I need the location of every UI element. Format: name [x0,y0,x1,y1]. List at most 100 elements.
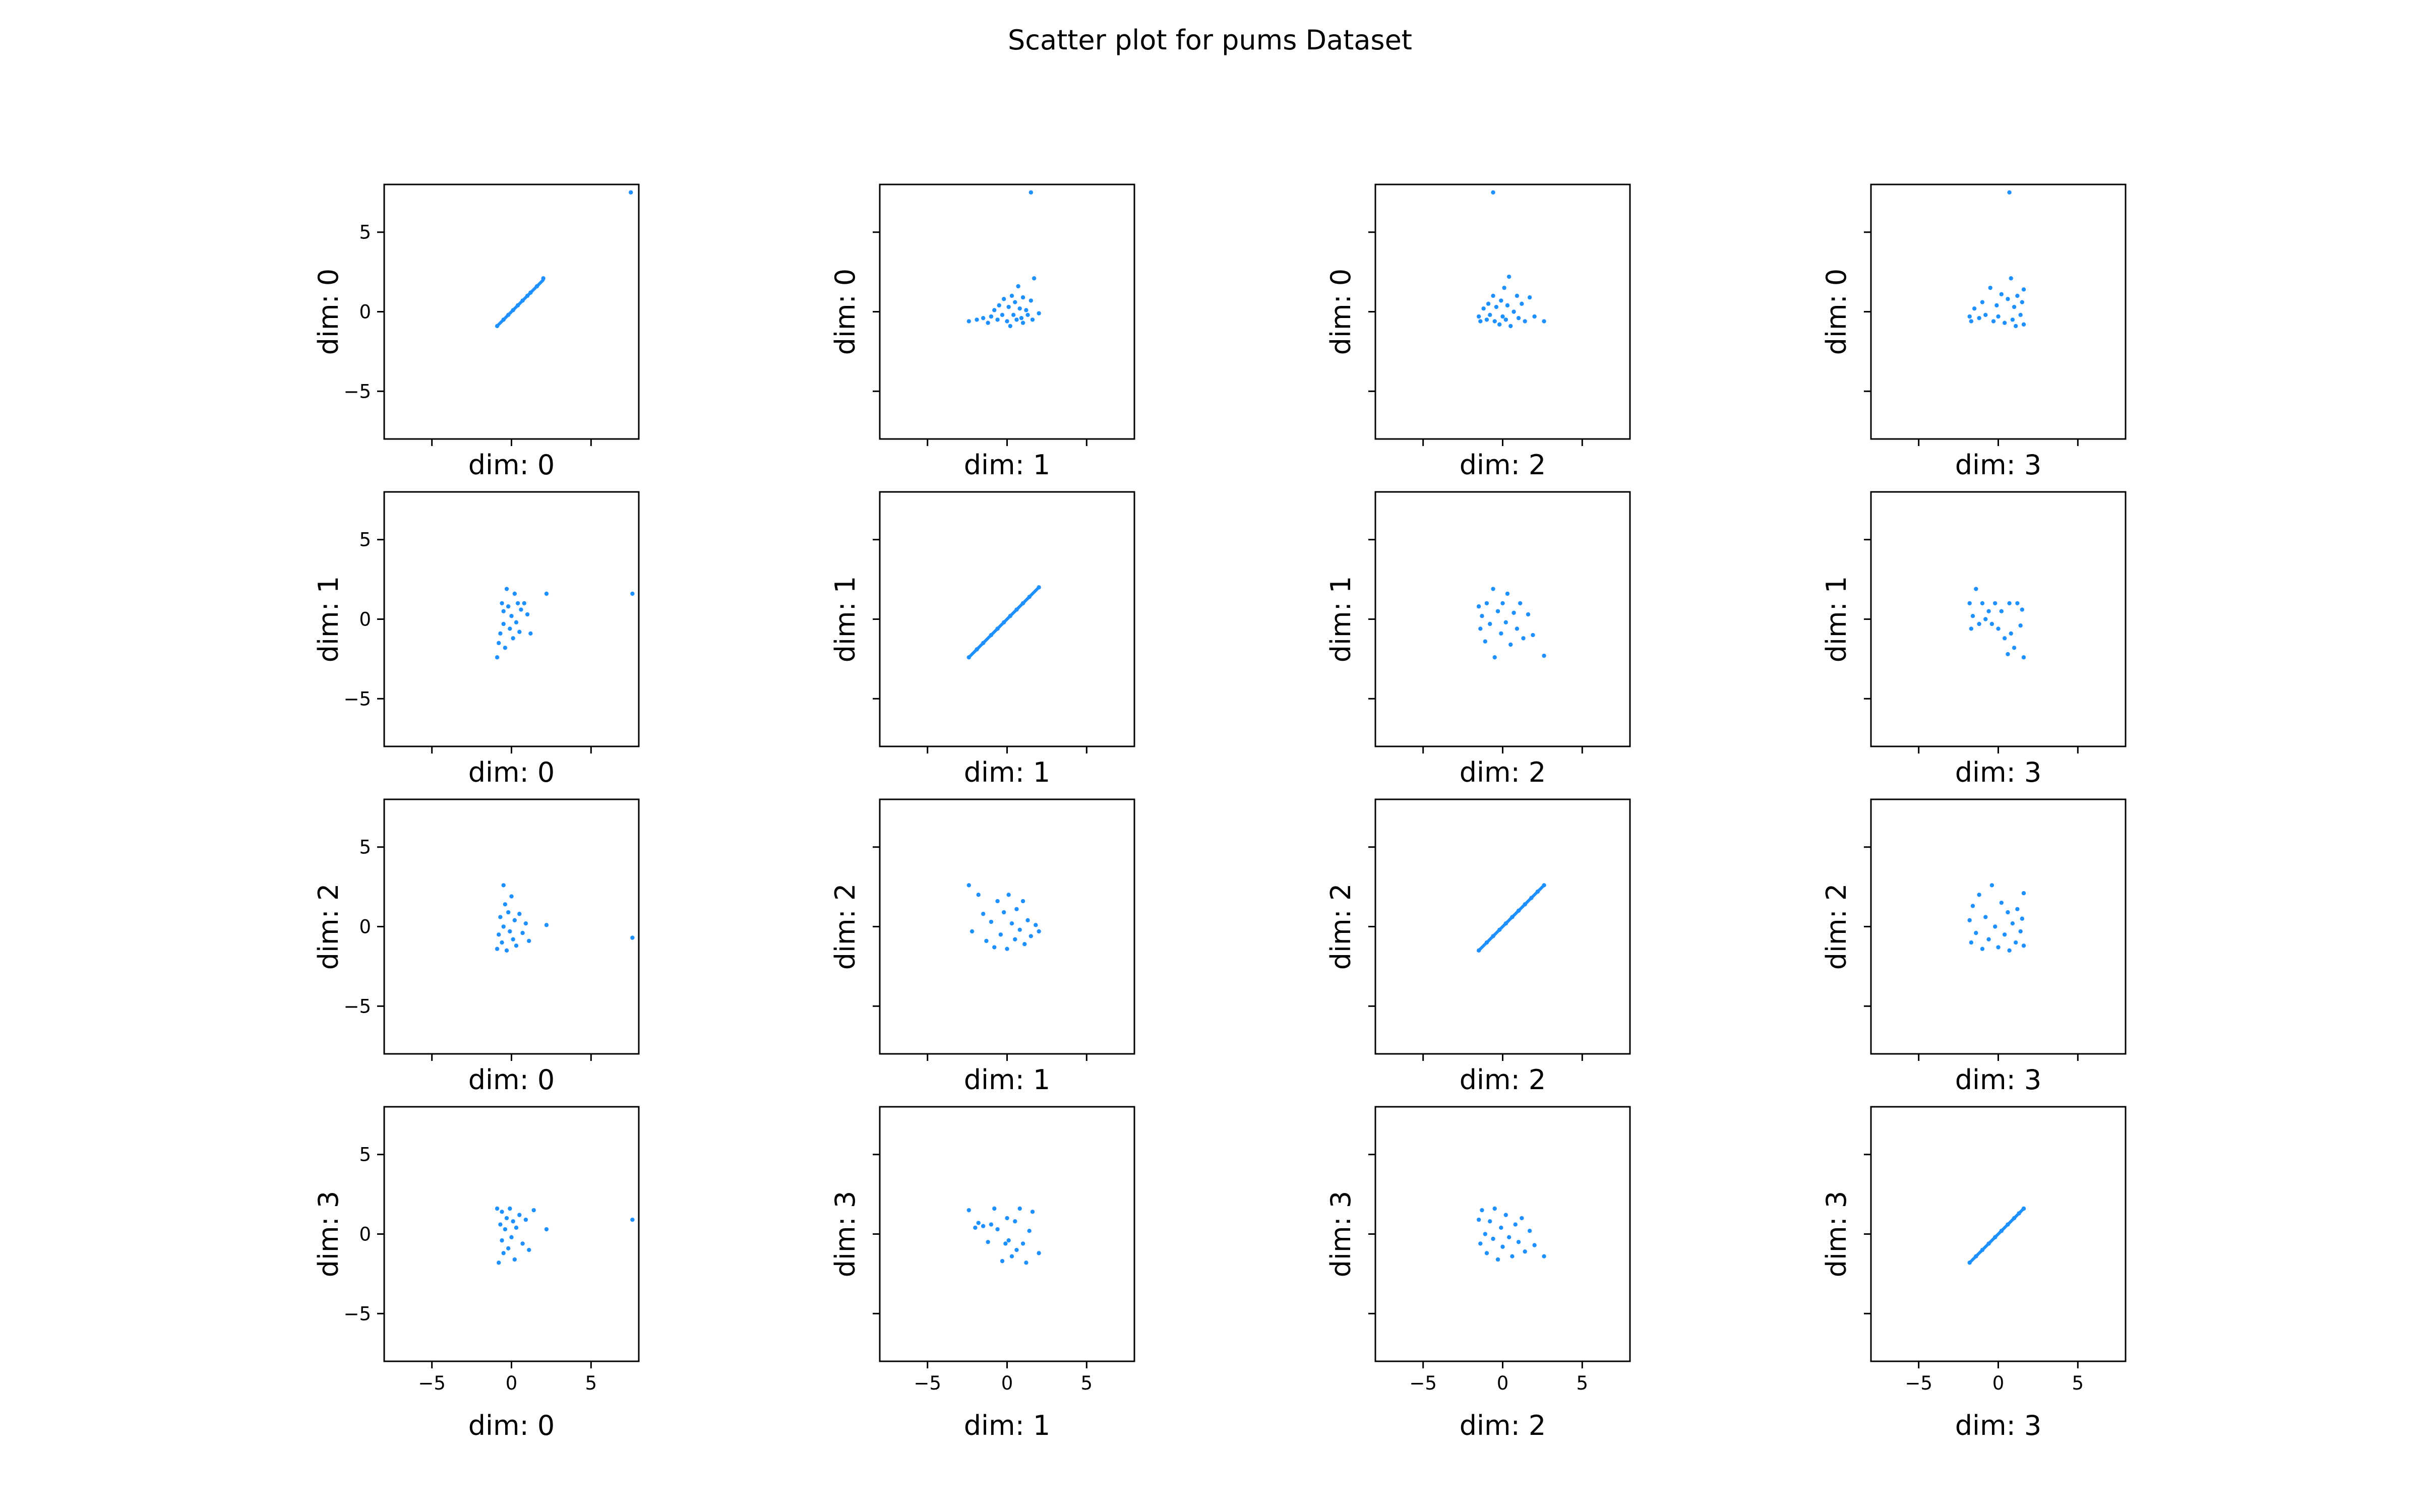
point-r0c0-4 [515,303,520,308]
y-tick-label-r0c0-1: 0 [359,301,371,323]
point-r2c0-3 [500,940,504,945]
x-axis-label-r3c2: dim: 2 [1460,1410,1546,1441]
point-r3c3-0 [1967,1261,1972,1265]
x-axis-label-r3c0: dim: 0 [468,1410,555,1441]
point-r2c1-4 [984,938,989,943]
point-r2c1-8 [998,932,1003,937]
point-r3c1-11 [1006,1238,1011,1243]
point-r3c1-9 [1003,1241,1008,1246]
x-tick-label-r3c0-2: 5 [585,1372,597,1394]
point-r0c2-17 [1511,309,1516,314]
point-r3c2-11 [1503,1213,1508,1217]
point-r0c1-5 [992,308,997,312]
point-r0c2-20 [1520,301,1524,306]
point-r0c1-10 [1005,319,1009,324]
point-r2c0-4 [501,883,506,888]
point-r1c1-6 [1008,613,1013,618]
point-r0c2-9 [1497,322,1502,327]
point-r3c3-3 [1986,1241,1991,1246]
point-r0c3-7 [1991,319,1996,324]
point-r0c0-9 [541,276,546,281]
point-r3c2-20 [1542,1254,1546,1258]
point-r0c1-11 [1006,304,1011,309]
point-r3c0-2 [498,1222,503,1227]
point-r0c2-7 [1492,319,1497,324]
point-r3c0-15 [520,1241,525,1246]
point-r1c3-1 [1969,626,1974,631]
x-tick-label-r3c0-0: −5 [418,1372,446,1394]
point-r0c3-12 [2006,297,2010,301]
y-axis-label-r0c1: dim: 0 [829,269,861,355]
y-axis-label-r1c0: dim: 1 [313,576,344,663]
point-r3c0-7 [504,1216,509,1221]
point-r1c3-5 [1980,601,1985,606]
y-tick-label-r1c0-0: −5 [343,688,371,710]
axes-frame-r2c3 [1870,798,2127,1055]
point-r0c0-10 [629,190,633,195]
point-r3c1-7 [995,1227,1000,1232]
y-tick-label-r0c0-0: −5 [343,381,371,402]
point-r3c0-19 [544,1227,549,1232]
point-r2c0-14 [517,912,522,916]
point-r0c3-19 [2020,300,2025,304]
point-r0c2-10 [1499,298,1503,303]
point-r2c2-10 [1542,883,1546,888]
point-r2c1-14 [1014,907,1019,911]
point-r0c0-3 [511,308,515,312]
point-r0c2-2 [1481,306,1486,311]
point-r2c0-13 [514,943,519,948]
point-r0c2-15 [1506,274,1511,279]
point-r3c2-8 [1495,1257,1500,1262]
y-axis-label-r1c1: dim: 1 [829,576,861,663]
y-tick-label-r0c0-2: 5 [359,222,371,243]
point-r1c3-2 [1970,613,1975,618]
point-r1c2-9 [1499,631,1503,636]
x-axis-label-r3c1: dim: 1 [964,1410,1051,1441]
point-r0c3-0 [1967,314,1972,319]
point-r2c3-15 [2010,921,2015,926]
x-axis-label-r1c3: dim: 3 [1955,757,2042,788]
point-r3c2-16 [1520,1216,1524,1221]
point-r3c1-4 [986,1240,990,1244]
point-r1c0-7 [504,587,509,591]
point-r0c1-7 [997,303,1001,308]
point-r1c0-16 [519,607,523,612]
point-r1c1-10 [1037,585,1041,590]
point-r3c1-12 [1009,1254,1014,1258]
point-r2c1-2 [976,893,981,897]
axes-frame-r2c0 [383,798,640,1055]
point-r1c0-10 [509,613,514,618]
point-r3c1-20 [1037,1251,1041,1255]
point-r3c2-6 [1491,1236,1495,1241]
point-r1c2-7 [1492,655,1497,660]
x-tick-label-r3c3-0: −5 [1905,1372,1932,1394]
point-r0c2-6 [1491,293,1495,298]
axes-frame-r1c2 [1374,491,1631,747]
point-r3c0-16 [523,1217,528,1222]
point-r3c2-10 [1500,1244,1505,1249]
point-r2c0-1 [497,932,501,937]
point-r2c2-8 [1529,896,1534,900]
point-r1c0-17 [522,601,526,606]
point-r2c0-8 [506,910,511,915]
point-r1c0-5 [501,609,506,613]
point-r0c2-11 [1500,314,1505,319]
point-r1c2-14 [1511,610,1516,615]
point-r2c3-10 [1996,945,2001,950]
y-tick-label-r1c0-1: 0 [359,609,371,631]
point-r2c3-20 [2021,943,2026,948]
point-r3c1-17 [1024,1261,1028,1265]
point-r1c3-20 [2021,655,2026,660]
y-tick-label-r1c0-2: 5 [359,529,371,551]
point-r1c1-5 [1001,620,1006,625]
point-r1c2-8 [1495,609,1500,613]
point-r0c1-0 [966,319,971,324]
point-r1c0-12 [512,591,517,596]
point-r3c2-19 [1532,1243,1537,1247]
point-r3c1-3 [981,1224,986,1228]
x-axis-label-r0c2: dim: 2 [1460,449,1546,481]
point-r0c2-1 [1478,319,1483,324]
x-axis-label-r2c3: dim: 3 [1955,1064,2042,1096]
point-r0c3-11 [2002,321,2007,325]
point-r1c3-18 [2018,623,2023,628]
